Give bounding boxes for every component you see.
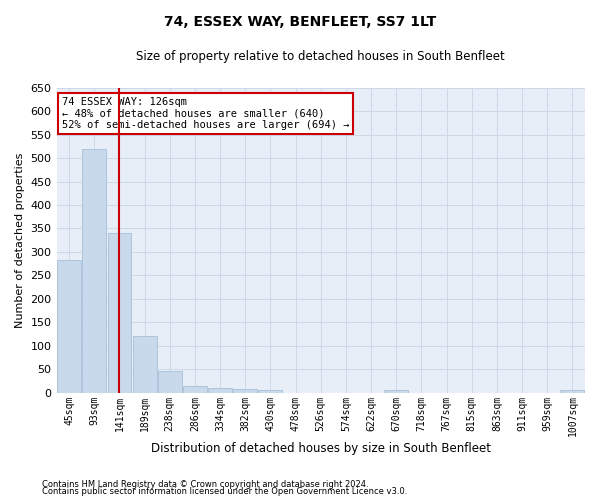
Bar xyxy=(233,389,257,392)
Bar xyxy=(183,386,207,392)
Bar xyxy=(560,390,584,392)
X-axis label: Distribution of detached houses by size in South Benfleet: Distribution of detached houses by size … xyxy=(151,442,491,455)
Y-axis label: Number of detached properties: Number of detached properties xyxy=(15,152,25,328)
Bar xyxy=(385,390,408,392)
Bar xyxy=(208,388,232,392)
Bar xyxy=(107,233,131,392)
Bar xyxy=(158,370,182,392)
Text: Contains public sector information licensed under the Open Government Licence v3: Contains public sector information licen… xyxy=(42,487,407,496)
Bar xyxy=(259,390,283,392)
Bar xyxy=(57,260,81,392)
Text: 74, ESSEX WAY, BENFLEET, SS7 1LT: 74, ESSEX WAY, BENFLEET, SS7 1LT xyxy=(164,15,436,29)
Bar xyxy=(82,148,106,392)
Title: Size of property relative to detached houses in South Benfleet: Size of property relative to detached ho… xyxy=(136,50,505,63)
Bar xyxy=(133,336,157,392)
Text: Contains HM Land Registry data © Crown copyright and database right 2024.: Contains HM Land Registry data © Crown c… xyxy=(42,480,368,489)
Text: 74 ESSEX WAY: 126sqm
← 48% of detached houses are smaller (640)
52% of semi-deta: 74 ESSEX WAY: 126sqm ← 48% of detached h… xyxy=(62,97,349,130)
